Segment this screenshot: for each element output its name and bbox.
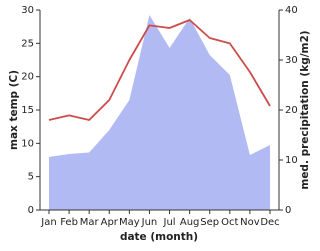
y2-axis-label: med. precipitation (kg/m2) [299, 30, 311, 189]
y2-tick-label: 30 [285, 55, 298, 66]
y-axis-label: max temp (C) [8, 70, 20, 150]
y-tick-label: 5 [28, 172, 34, 183]
y-tick-label: 20 [21, 72, 34, 83]
x-tick-label: May [119, 217, 140, 228]
y-tick-label: 10 [21, 138, 34, 149]
x-tick-label: Jan [40, 217, 56, 228]
y2-tick-label: 10 [285, 155, 298, 166]
x-tick-label: Jul [163, 217, 176, 228]
chart: max temp (C) med. precipitation (kg/m2) … [8, 5, 311, 243]
precipitation-area [49, 15, 270, 210]
x-tick-label: Mar [80, 217, 100, 228]
y-tick-label: 30 [21, 5, 34, 16]
x-tick-label: Jun [141, 217, 158, 228]
x-tick-label: Dec [260, 217, 279, 228]
y-tick-label: 15 [21, 105, 34, 116]
y-tick-label: 0 [28, 205, 34, 216]
x-tick-label: Aug [180, 217, 200, 228]
x-tick-label: Sep [200, 217, 219, 228]
x-tick-label: Nov [240, 217, 260, 228]
y2-tick-label: 40 [285, 5, 298, 16]
y2-tick-label: 0 [285, 205, 291, 216]
x-tick-label: Feb [60, 217, 78, 228]
y-tick-label: 25 [21, 38, 34, 49]
temp-line [48, 19, 271, 121]
x-tick-label: Apr [101, 217, 119, 228]
x-tick-label: Oct [221, 217, 238, 228]
y2-tick-label: 20 [285, 105, 298, 116]
x-axis-label: date (month) [120, 231, 198, 243]
